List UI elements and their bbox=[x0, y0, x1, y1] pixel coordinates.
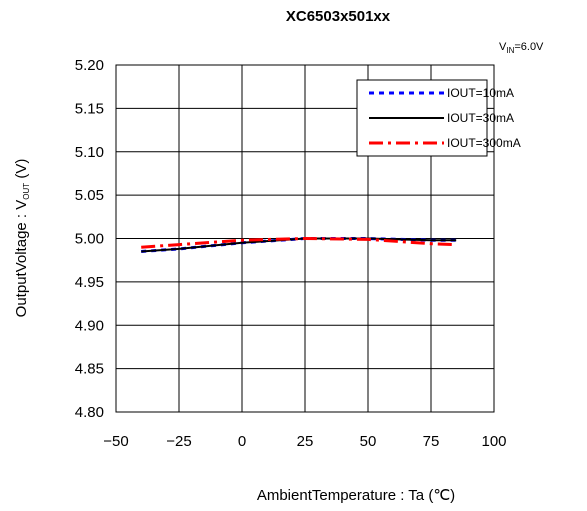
y-tick-label: 5.10 bbox=[75, 144, 104, 161]
y-tick-label: 4.80 bbox=[75, 404, 104, 421]
x-axis-label: AmbientTemperature : Ta (℃) bbox=[257, 487, 455, 504]
vin-annotation: VIN=6.0V bbox=[499, 41, 544, 55]
chart-title: XC6503x501xx bbox=[286, 8, 391, 25]
x-tick-label: 25 bbox=[297, 433, 314, 450]
y-axis-label-rest: (V) bbox=[13, 159, 30, 183]
series-lines bbox=[141, 237, 457, 253]
x-tick-label: 100 bbox=[481, 433, 506, 450]
vin-annotation-main: V bbox=[499, 41, 507, 53]
y-tick-label: 5.00 bbox=[75, 231, 104, 248]
y-tick-label: 4.85 bbox=[75, 361, 104, 378]
y-tick-label: 4.90 bbox=[75, 317, 104, 334]
legend: IOUT=10mA IOUT=30mA IOUT=300mA bbox=[356, 79, 521, 157]
y-tick-label: 4.95 bbox=[75, 274, 104, 291]
legend-label-300ma: IOUT=300mA bbox=[447, 136, 521, 150]
vin-annotation-rest: =6.0V bbox=[514, 41, 544, 53]
legend-label-30ma: IOUT=30mA bbox=[447, 111, 514, 125]
y-tick-label: 5.20 bbox=[75, 57, 104, 74]
x-tick-label: −50 bbox=[103, 433, 128, 450]
y-tick-label: 5.05 bbox=[75, 187, 104, 204]
x-tick-label: 50 bbox=[360, 433, 377, 450]
x-tick-label: 75 bbox=[423, 433, 440, 450]
x-tick-label: 0 bbox=[238, 433, 246, 450]
legend-label-10ma: IOUT=10mA bbox=[447, 86, 514, 100]
y-tick-labels: 4.80 4.85 4.90 4.95 5.00 5.05 5.10 5.15 5.20 bbox=[75, 57, 104, 421]
vin-annotation-sub: IN bbox=[506, 46, 514, 55]
y-axis-label-main: OutputVoltage : V bbox=[13, 200, 30, 318]
y-axis-label: OutputVoltage : VOUT (V) bbox=[13, 159, 31, 318]
x-tick-labels: −50 −25 0 25 50 75 100 bbox=[103, 433, 506, 450]
plot-frame bbox=[115, 64, 495, 413]
x-tick-label: −25 bbox=[166, 433, 191, 450]
series-line-iout-300ma bbox=[141, 237, 457, 249]
y-axis-label-sub: OUT bbox=[22, 183, 31, 200]
y-tick-label: 5.15 bbox=[75, 100, 104, 117]
